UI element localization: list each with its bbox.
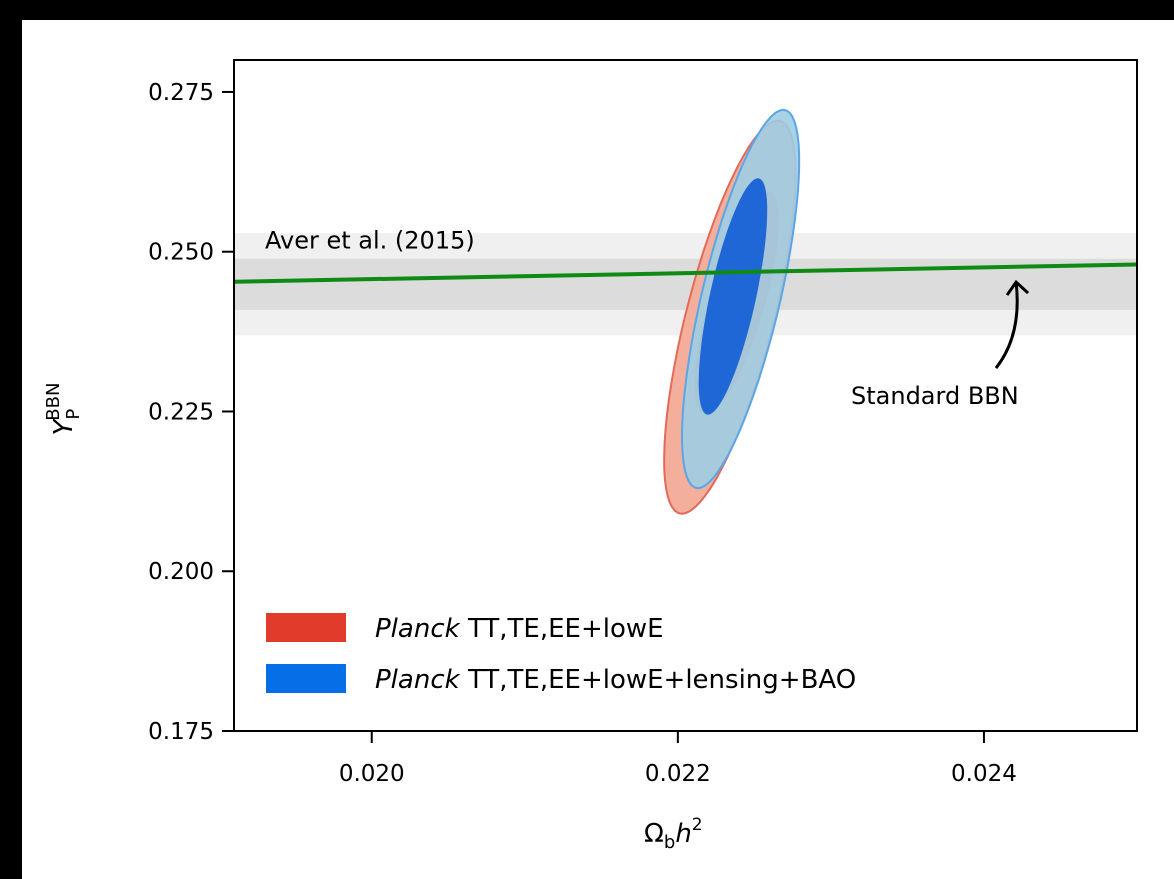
y-tick-label: 0.250 <box>148 240 214 266</box>
standard-bbn-line <box>234 262 1137 284</box>
legend-item-planck-lensing-bao: Planck TT,TE,EE+lowE+lensing+BAO <box>375 665 856 695</box>
standard-bbn-arrowhead <box>1005 279 1030 296</box>
y-tick-label: 0.225 <box>148 399 214 425</box>
legend-swatch-red <box>266 613 346 642</box>
standard-bbn-arrow <box>994 281 1019 369</box>
x-tick-label: 0.024 <box>951 761 1017 787</box>
plot-area-frame <box>233 59 1138 732</box>
y-tick-label: 0.200 <box>148 559 214 585</box>
legend-swatch-blue <box>266 664 346 693</box>
aver-label: Aver et al. (2015) <box>265 227 475 255</box>
y-axis-title: YPBBN <box>43 383 84 436</box>
y-tick-label: 0.175 <box>148 719 214 745</box>
x-tick-label: 0.022 <box>645 761 711 787</box>
x-axis-title: Ωbh2 <box>644 815 703 853</box>
contour-blue-68 <box>698 178 768 415</box>
y-tick-label: 0.275 <box>148 80 214 106</box>
legend-item-planck-ttteee-lowe: Planck TT,TE,EE+lowE <box>375 614 664 644</box>
legend: Planck TT,TE,EE+lowE Planck TT,TE,EE+low… <box>266 613 856 695</box>
figure-canvas <box>22 20 1174 879</box>
standard-bbn-label: Standard BBN <box>851 382 1019 410</box>
x-tick-label: 0.020 <box>339 761 405 787</box>
